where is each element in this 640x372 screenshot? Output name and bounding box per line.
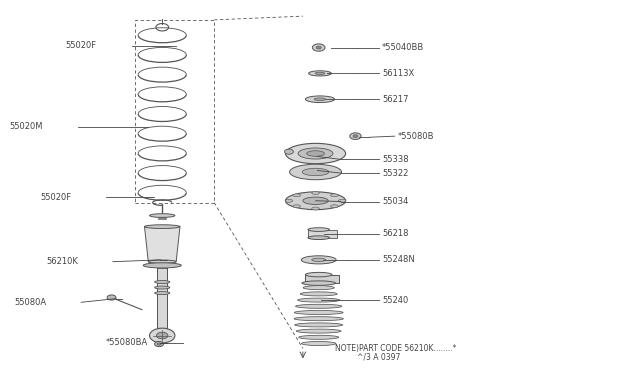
Ellipse shape [330,194,338,197]
Circle shape [349,133,361,140]
Ellipse shape [339,199,346,202]
Polygon shape [305,275,339,283]
Ellipse shape [298,148,333,159]
Ellipse shape [303,197,328,205]
Ellipse shape [302,281,335,285]
Ellipse shape [289,164,342,180]
Ellipse shape [305,272,332,277]
Text: NOTE)PART CODE 56210K........*: NOTE)PART CODE 56210K........* [335,344,456,353]
Text: 55322: 55322 [382,169,408,177]
Ellipse shape [314,98,326,100]
Text: 55248N: 55248N [382,255,415,264]
Ellipse shape [145,225,180,228]
Circle shape [285,149,293,154]
Circle shape [150,328,175,343]
Ellipse shape [294,317,344,321]
Text: 55020F: 55020F [66,41,97,50]
Ellipse shape [301,256,336,264]
Circle shape [155,341,163,347]
Ellipse shape [330,205,338,208]
Ellipse shape [308,71,332,76]
Text: ^/3 A 0397: ^/3 A 0397 [356,352,400,361]
Polygon shape [145,227,180,262]
Ellipse shape [150,214,175,217]
Ellipse shape [285,199,292,202]
Ellipse shape [143,263,181,268]
Text: 56210K: 56210K [46,257,78,266]
Ellipse shape [300,292,337,296]
Ellipse shape [305,96,335,103]
Ellipse shape [155,286,170,289]
Polygon shape [308,230,337,238]
Circle shape [353,135,358,138]
Ellipse shape [308,228,330,231]
Circle shape [107,295,116,300]
Ellipse shape [293,205,301,208]
Ellipse shape [299,335,339,339]
Text: 56217: 56217 [382,95,408,104]
Ellipse shape [301,341,336,346]
Text: 56218: 56218 [382,230,408,238]
Text: *55080B: *55080B [398,132,435,141]
Text: *55080BA: *55080BA [106,339,148,347]
Text: 55020M: 55020M [10,122,43,131]
Ellipse shape [316,72,324,74]
Ellipse shape [312,258,326,262]
Text: 55080A: 55080A [14,298,46,307]
Ellipse shape [155,280,170,283]
Ellipse shape [155,292,170,295]
Ellipse shape [312,207,319,210]
Text: 55034: 55034 [382,197,408,206]
Text: 55020F: 55020F [40,193,72,202]
Ellipse shape [296,329,341,333]
Ellipse shape [294,311,343,314]
Text: *55040BB: *55040BB [382,43,424,52]
Ellipse shape [285,143,346,164]
Ellipse shape [307,151,324,156]
Ellipse shape [308,236,330,240]
Polygon shape [157,268,167,328]
Circle shape [312,44,325,51]
Ellipse shape [298,298,340,302]
Circle shape [157,332,168,339]
Circle shape [157,343,161,345]
Text: 55338: 55338 [382,155,409,164]
Ellipse shape [148,260,176,263]
Ellipse shape [296,304,342,308]
Ellipse shape [293,194,301,197]
Ellipse shape [312,192,319,195]
Text: 56113X: 56113X [382,69,414,78]
Text: 55240: 55240 [382,296,408,305]
Circle shape [316,46,321,49]
Ellipse shape [302,168,329,176]
Ellipse shape [295,323,342,327]
Ellipse shape [303,286,334,290]
Ellipse shape [285,192,346,210]
